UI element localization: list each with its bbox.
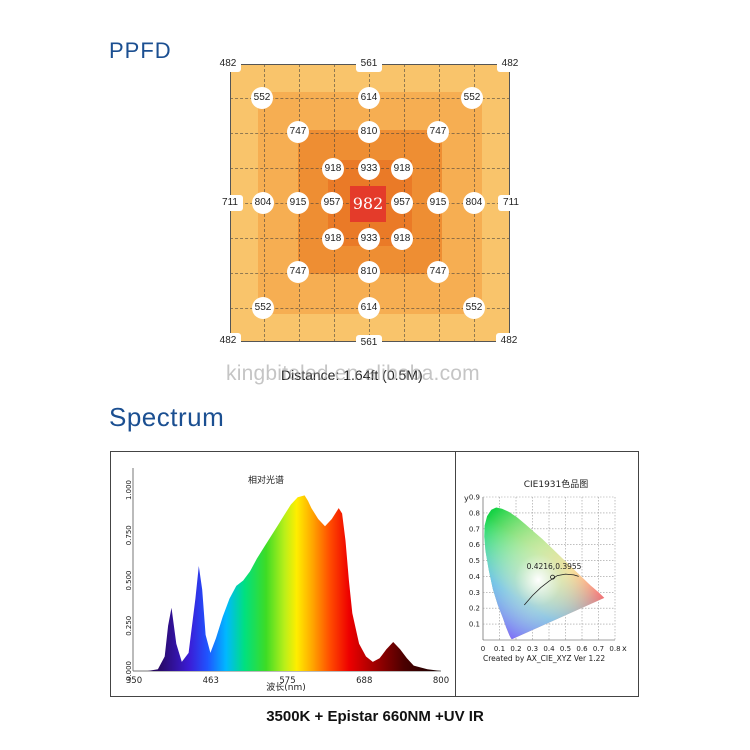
chromaticity-point-label: 0.4216,0.3955 <box>527 562 582 571</box>
spectrum-x-label: 波长(nm) <box>266 681 306 693</box>
cie-y-tick-label: 0.8 <box>469 509 480 517</box>
ppfd-map: 482 561 482 552 614 552 747 810 747 918 … <box>215 56 524 351</box>
ppfd-value: 711 <box>217 195 243 211</box>
spectrum-title: Spectrum <box>109 402 225 432</box>
ppfd-value: 957 <box>391 192 413 214</box>
ppfd-value: 552 <box>252 297 274 319</box>
y-tick-label: 0.750 <box>125 525 133 545</box>
spectrum-panel: 相对光谱 波长(nm) 350 463 575 688 800 0.000 0.250 0.… <box>110 451 639 697</box>
ppfd-value: 747 <box>287 121 309 143</box>
cie-x-tick-label: 0.4 <box>543 645 555 653</box>
spectrum-chart: 相对光谱 波长(nm) 350 463 575 688 800 0.000 0.250 0.… <box>125 468 449 693</box>
cie-x-tick-label: 0.7 <box>593 645 604 653</box>
cie-y-label: y <box>464 494 469 503</box>
cie-y-tick-label: 0.1 <box>469 621 480 629</box>
ppfd-value: 747 <box>287 261 309 283</box>
ppfd-value: 957 <box>321 192 343 214</box>
ppfd-center-value: 982 <box>350 186 386 222</box>
ppfd-value: 552 <box>463 297 485 319</box>
cie-x-tick-label: 0.1 <box>494 645 505 653</box>
ppfd-value: 918 <box>391 228 413 250</box>
ppfd-value: 614 <box>358 297 380 319</box>
x-tick-label: 688 <box>356 676 372 686</box>
cie-x-label: x <box>622 644 627 653</box>
ppfd-value: 918 <box>322 228 344 250</box>
ppfd-value: 561 <box>356 56 382 72</box>
ppfd-value: 915 <box>427 192 449 214</box>
cie-locus-highlight <box>484 507 605 640</box>
x-tick-label: 350 <box>126 676 142 686</box>
cie-x-tick-label: 0.5 <box>560 645 571 653</box>
ppfd-value: 804 <box>463 192 485 214</box>
cie-chart: CIE1931色品图 0.4216,0.3955 0 0.1 0.2 0.3 0.4 0.… <box>464 478 627 663</box>
x-tick-label: 575 <box>279 676 295 686</box>
cie-y-tick-label: 0.9 <box>469 494 480 502</box>
ppfd-value: 810 <box>358 121 380 143</box>
y-tick-label: 0.250 <box>125 616 133 636</box>
ppfd-value: 804 <box>252 192 274 214</box>
ppfd-value: 482 <box>215 56 241 72</box>
ppfd-value: 482 <box>497 56 523 72</box>
ppfd-value: 918 <box>391 158 413 180</box>
ppfd-value: 552 <box>251 87 273 109</box>
ppfd-value: 711 <box>498 195 524 211</box>
y-tick-label: 0.500 <box>125 570 133 590</box>
ppfd-value: 747 <box>427 121 449 143</box>
cie-y-tick-label: 0.5 <box>469 557 480 565</box>
x-tick-label: 463 <box>203 676 219 686</box>
cie-x-tick-label: 0.6 <box>576 645 588 653</box>
ppfd-title: PPFD <box>109 38 172 63</box>
cie-x-tick-label: 0 <box>481 645 485 653</box>
cie-y-tick-label: 0.2 <box>469 605 480 613</box>
panel-divider <box>455 452 456 696</box>
chromaticity-point <box>550 574 555 580</box>
watermark: kingbiteled.en.alibaba.com <box>226 362 480 385</box>
distance-label: Distance: 1.64ft (0.5M) <box>281 367 423 383</box>
cie-footer: Created by AX_CIE_XYZ Ver 1.22 <box>483 654 605 663</box>
x-tick-label: 800 <box>433 676 449 686</box>
cie-y-tick-label: 0.7 <box>469 525 480 533</box>
ppfd-value: 747 <box>427 261 449 283</box>
spectrum-caption: 3500K + Epistar 660NM +UV IR <box>266 708 484 725</box>
planckian-locus <box>523 573 579 606</box>
cie-y-tick-label: 0.6 <box>469 541 481 549</box>
cie-y-tick-label: 0.3 <box>469 589 480 597</box>
spectrum-area <box>134 495 441 671</box>
ppfd-value: 933 <box>358 158 380 180</box>
cie-x-tick-label: 0.8 <box>609 645 620 653</box>
cie-x-tick-label: 0.3 <box>527 645 538 653</box>
cie-x-tick-label: 0.2 <box>510 645 521 653</box>
y-tick-label: 0.000 <box>125 661 133 681</box>
ppfd-value: 482 <box>215 333 241 349</box>
ppfd-value: 482 <box>496 333 522 349</box>
ppfd-value: 614 <box>358 87 380 109</box>
ppfd-value: 561 <box>356 335 382 351</box>
cie-y-tick-label: 0.4 <box>469 573 481 581</box>
ppfd-value: 915 <box>287 192 309 214</box>
ppfd-value: 552 <box>461 87 483 109</box>
ppfd-value: 810 <box>358 261 380 283</box>
cie-chart-title: CIE1931色品图 <box>524 478 589 490</box>
ppfd-value: 918 <box>322 158 344 180</box>
ppfd-value: 933 <box>358 228 380 250</box>
spectrum-chart-title: 相对光谱 <box>248 474 284 486</box>
y-tick-label: 1.000 <box>125 480 133 500</box>
